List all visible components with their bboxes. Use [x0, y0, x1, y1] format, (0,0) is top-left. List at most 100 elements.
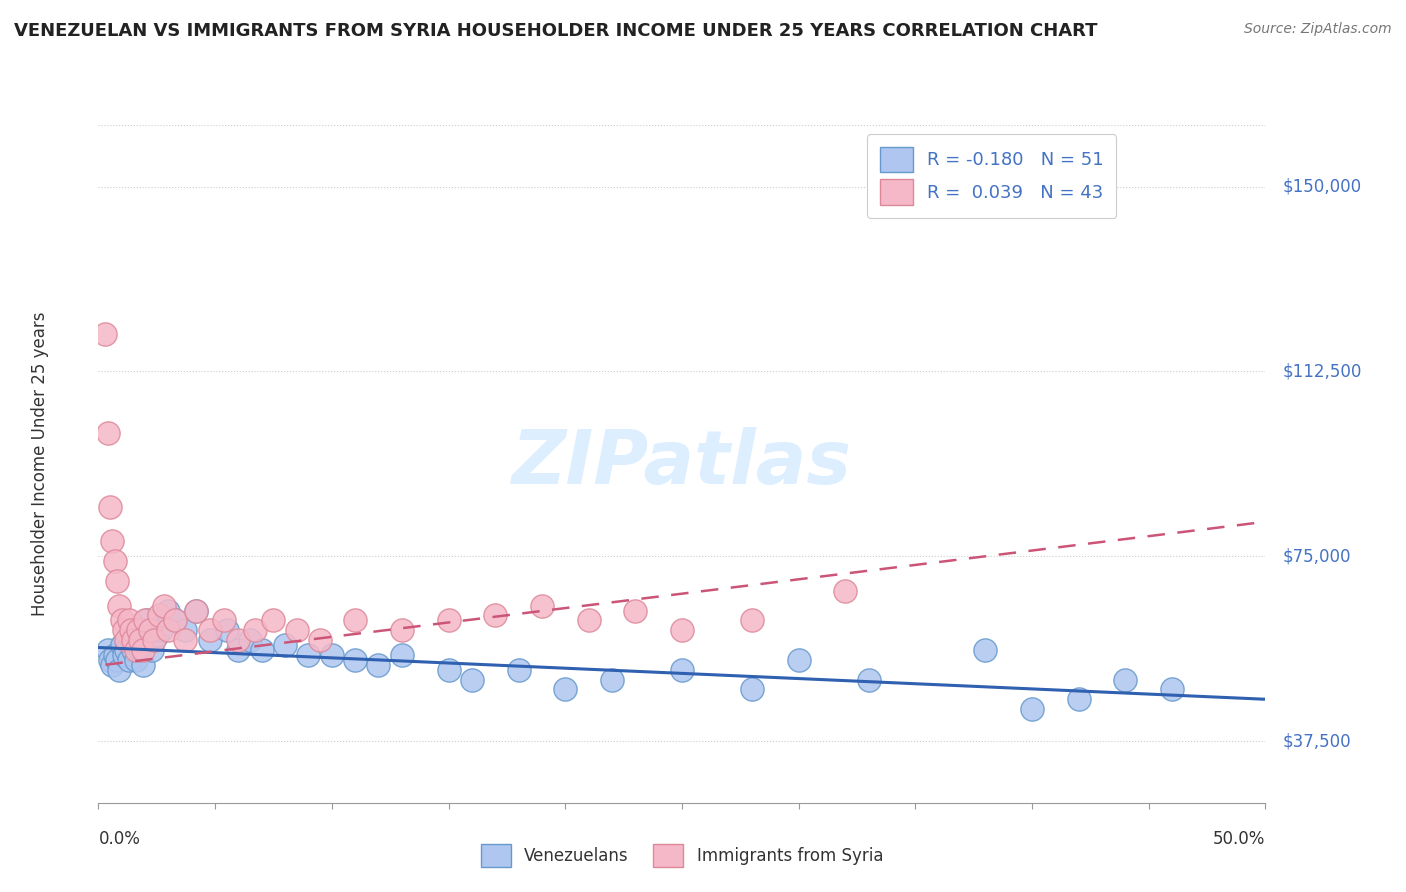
Point	[97, 643, 120, 657]
Text: $112,500: $112,500	[1282, 362, 1362, 380]
Point	[173, 624, 195, 638]
Point	[122, 643, 145, 657]
Point	[118, 653, 141, 667]
Point	[148, 608, 170, 623]
Text: $75,000: $75,000	[1282, 548, 1351, 566]
Point	[134, 613, 156, 627]
Point	[136, 613, 159, 627]
Point	[624, 603, 647, 617]
Point	[344, 653, 367, 667]
Point	[262, 613, 284, 627]
Point	[141, 643, 163, 657]
Point	[120, 633, 142, 648]
Point	[741, 682, 763, 697]
Point	[228, 643, 250, 657]
Point	[115, 643, 138, 657]
Point	[578, 613, 600, 627]
Text: Source: ZipAtlas.com: Source: ZipAtlas.com	[1244, 22, 1392, 37]
Point	[127, 624, 149, 638]
Point	[101, 534, 124, 549]
Point	[344, 613, 367, 627]
Point	[367, 657, 389, 672]
Point	[139, 633, 162, 648]
Text: 0.0%: 0.0%	[98, 830, 141, 848]
Point	[115, 633, 138, 648]
Point	[105, 574, 128, 588]
Point	[243, 624, 266, 638]
Point	[671, 663, 693, 677]
Point	[108, 663, 131, 677]
Point	[297, 648, 319, 662]
Point	[391, 624, 413, 638]
Point	[129, 633, 152, 648]
Point	[600, 673, 623, 687]
Point	[139, 624, 162, 638]
Point	[125, 643, 148, 657]
Point	[461, 673, 484, 687]
Point	[125, 653, 148, 667]
Legend: Venezuelans, Immigrants from Syria: Venezuelans, Immigrants from Syria	[472, 836, 891, 876]
Point	[321, 648, 343, 662]
Point	[1114, 673, 1136, 687]
Point	[671, 624, 693, 638]
Point	[554, 682, 576, 697]
Point	[97, 425, 120, 440]
Point	[215, 624, 238, 638]
Point	[112, 648, 135, 662]
Point	[157, 603, 180, 617]
Point	[165, 613, 187, 627]
Point	[134, 624, 156, 638]
Point	[437, 613, 460, 627]
Point	[858, 673, 880, 687]
Point	[98, 500, 121, 514]
Point	[157, 624, 180, 638]
Point	[120, 624, 142, 638]
Point	[165, 613, 187, 627]
Point	[1067, 692, 1090, 706]
Point	[228, 633, 250, 648]
Point	[186, 603, 208, 617]
Point	[437, 663, 460, 677]
Text: VENEZUELAN VS IMMIGRANTS FROM SYRIA HOUSEHOLDER INCOME UNDER 25 YEARS CORRELATIO: VENEZUELAN VS IMMIGRANTS FROM SYRIA HOUS…	[14, 22, 1098, 40]
Text: $37,500: $37,500	[1282, 732, 1351, 750]
Point	[94, 327, 117, 342]
Point	[127, 638, 149, 652]
Point	[239, 633, 262, 648]
Point	[1161, 682, 1184, 697]
Point	[200, 624, 222, 638]
Point	[530, 599, 553, 613]
Point	[152, 599, 174, 613]
Point	[98, 653, 121, 667]
Point	[104, 554, 127, 568]
Text: 50.0%: 50.0%	[1213, 830, 1265, 848]
Point	[974, 643, 997, 657]
Point	[834, 583, 856, 598]
Point	[132, 643, 155, 657]
Point	[173, 633, 195, 648]
Text: ZIPatlas: ZIPatlas	[512, 427, 852, 500]
Text: $150,000: $150,000	[1282, 178, 1362, 195]
Point	[118, 613, 141, 627]
Point	[104, 648, 127, 662]
Point	[146, 628, 169, 642]
Point	[741, 613, 763, 627]
Point	[250, 643, 273, 657]
Point	[186, 603, 208, 617]
Point	[285, 624, 308, 638]
Point	[200, 633, 222, 648]
Point	[122, 633, 145, 648]
Point	[214, 613, 236, 627]
Point	[132, 657, 155, 672]
Text: Householder Income Under 25 years: Householder Income Under 25 years	[31, 311, 49, 616]
Point	[112, 624, 135, 638]
Point	[391, 648, 413, 662]
Point	[150, 624, 173, 638]
Point	[508, 663, 530, 677]
Point	[111, 638, 134, 652]
Point	[309, 633, 332, 648]
Point	[108, 599, 131, 613]
Point	[1021, 702, 1043, 716]
Point	[111, 613, 134, 627]
Point	[787, 653, 810, 667]
Point	[484, 608, 506, 623]
